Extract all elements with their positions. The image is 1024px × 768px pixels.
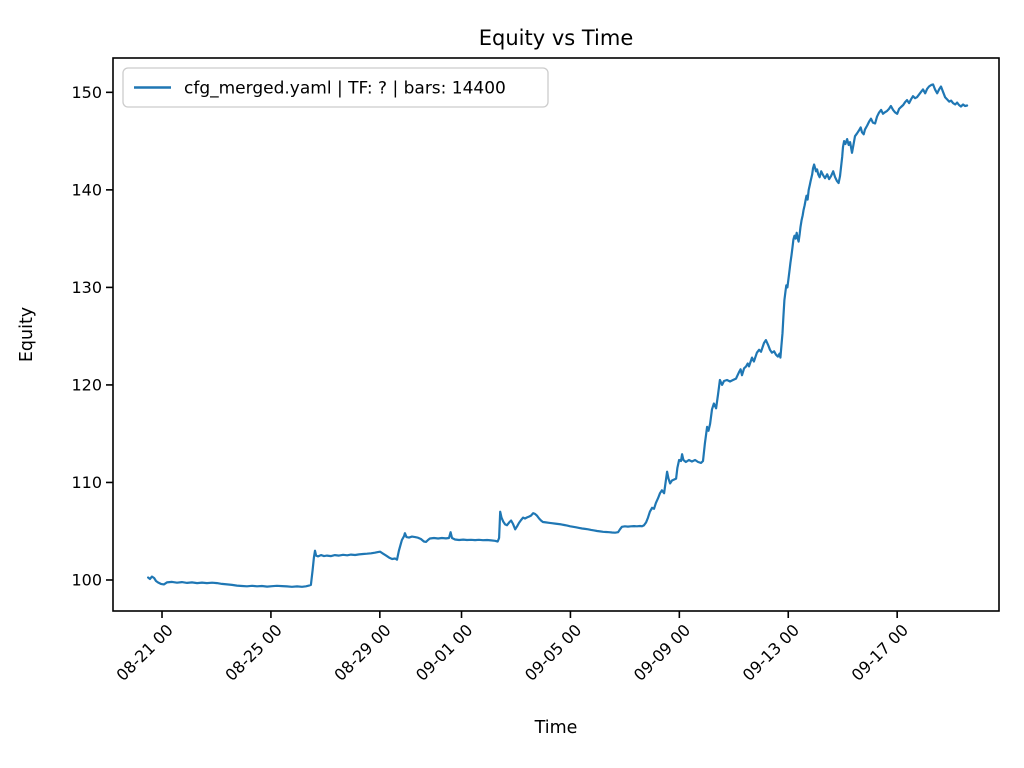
legend: cfg_merged.yaml | TF: ? | bars: 14400	[122, 67, 549, 108]
x-axis-label: Time	[534, 718, 578, 738]
legend-box	[122, 67, 549, 108]
y-tick-label: 140	[71, 180, 102, 199]
y-tick-label: 100	[71, 570, 102, 589]
y-tick-label: 120	[71, 375, 102, 394]
plot-border	[112, 57, 1000, 612]
y-tick-label: 150	[71, 83, 102, 102]
chart-title: Equity vs Time	[479, 26, 634, 50]
y-axis: 100 110 120 130 140 150	[71, 83, 113, 589]
y-tick-label: 130	[71, 278, 102, 297]
y-tick-label: 110	[71, 473, 102, 492]
y-axis-label: Equity	[17, 307, 37, 362]
legend-label: cfg_merged.yaml | TF: ? | bars: 14400	[184, 79, 506, 99]
equity-line	[147, 83, 969, 588]
